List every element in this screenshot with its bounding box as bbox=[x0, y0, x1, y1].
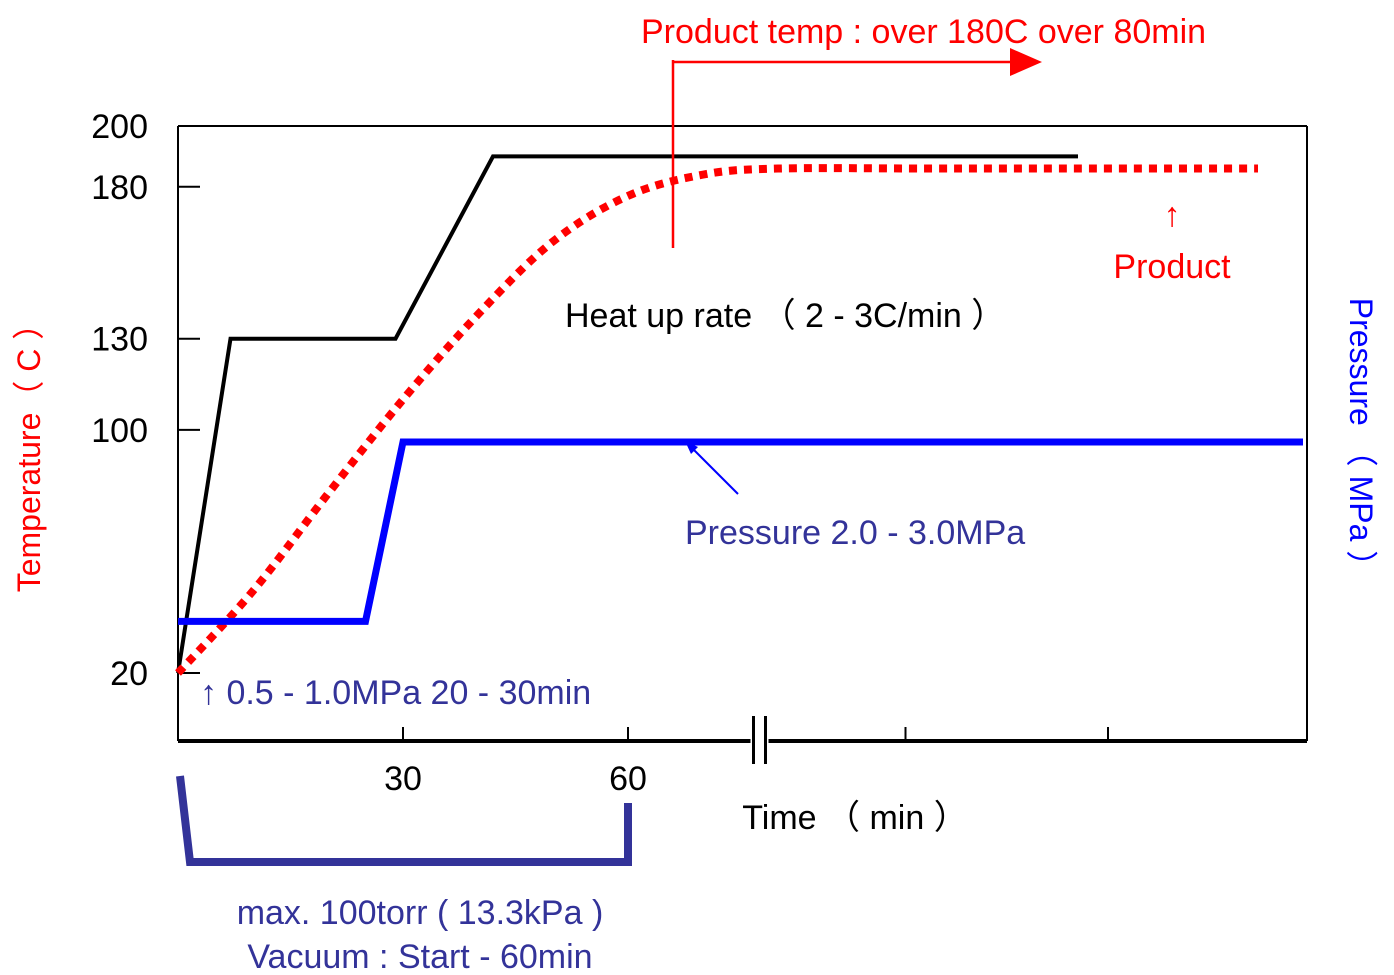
y-tick-label: 100 bbox=[91, 412, 148, 450]
x-tick-label: 30 bbox=[384, 760, 422, 798]
pressure-pointer-head bbox=[685, 441, 698, 454]
y-axis-label-left: Temperature（ C ） bbox=[11, 308, 47, 593]
y-tick-label: 180 bbox=[91, 169, 148, 207]
series-layer bbox=[175, 154, 1303, 676]
pressure-annotation: Pressure 2.0 - 3.0MPa bbox=[685, 514, 1025, 552]
product-series-label: Product bbox=[1113, 248, 1231, 286]
vacuum-annotation-line1: max. 100torr ( 13.3kPa ) bbox=[237, 894, 604, 932]
heater-temp-line bbox=[176, 154, 1078, 674]
y-ticks: 200 180 130 100 20 bbox=[91, 108, 200, 693]
heat-up-rate-annotation: Heat up rate （ 2 - 3C/min ） bbox=[565, 297, 1005, 335]
y-tick-label: 200 bbox=[91, 108, 148, 146]
low-pressure-annotation: ↑ 0.5 - 1.0MPa 20 - 30min bbox=[200, 674, 591, 712]
product-temp-line bbox=[175, 164, 1258, 676]
y-axis-label-right: Pressure （ MPa ） bbox=[1343, 298, 1379, 583]
x-ticks: 30 60 bbox=[384, 727, 1109, 798]
vacuum-bracket bbox=[176, 775, 632, 866]
plot-frame bbox=[177, 125, 1308, 764]
pressure-line bbox=[178, 438, 1303, 625]
x-axis-label: Time （ min ） bbox=[742, 799, 967, 837]
product-temp-arrowhead bbox=[1010, 48, 1042, 76]
product-temp-annotation: Product temp : over 180C over 80min bbox=[641, 13, 1206, 51]
pressure-pointer-line bbox=[691, 447, 739, 495]
vacuum-annotation-line2: Vacuum : Start - 60min bbox=[247, 938, 592, 975]
x-tick-label: 60 bbox=[609, 760, 647, 798]
y-tick-label: 130 bbox=[91, 321, 148, 359]
product-arrow: ↑ bbox=[1164, 196, 1181, 234]
y-tick-label: 20 bbox=[110, 655, 148, 693]
